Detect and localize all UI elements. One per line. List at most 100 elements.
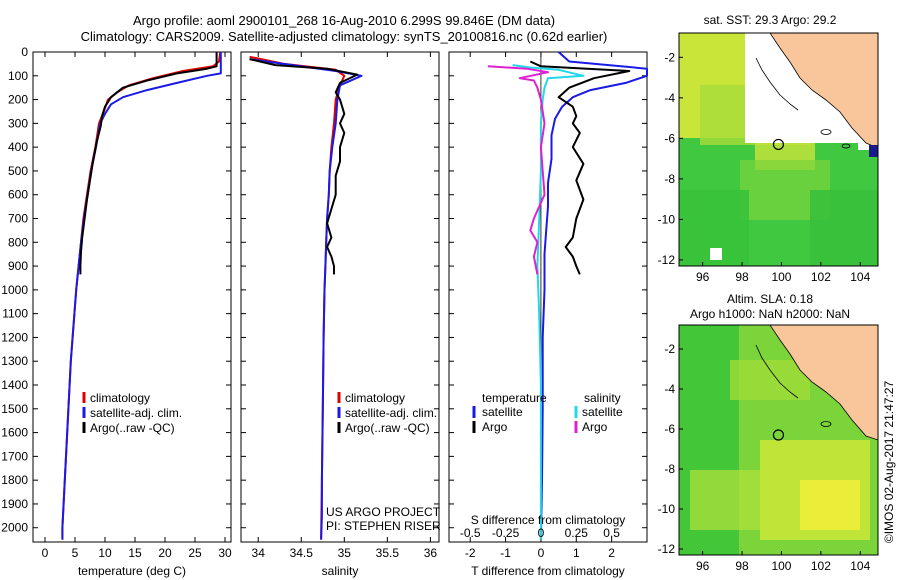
depth-tick-label: 600 [8,188,28,202]
map-y-tick-label: -4 [664,91,675,105]
series-line [487,65,549,275]
float-position-marker [772,429,785,441]
x-tick-label: 0 [42,546,49,560]
header-line1: Argo profile: aoml 2900101_268 16-Aug-20… [133,13,555,28]
s-diff-ticks: -0.5 -0.25 0 0.25 0.5 [460,526,620,540]
credit-pi: PI: STEPHEN RISER [326,519,441,533]
depth-tick-label: 700 [8,212,28,226]
series-line [61,51,222,540]
legend-label-satellite: satellite-adj. clim. [345,406,437,420]
depth-tick-label: 100 [8,69,28,83]
depth-tick-label: 400 [8,140,28,154]
x-tick-label: 1 [573,546,580,560]
legend-label-s-argo: Argo [582,420,608,434]
depth-tick-label: 1500 [1,402,28,416]
map-x-tick-label: 102 [811,270,831,284]
depth-tick-label: 1900 [1,497,28,511]
legend-label-argo: Argo(..raw -QC) [90,421,175,435]
credit-project: US ARGO PROJECT [326,505,441,519]
map-y-tick-label: -12 [658,542,676,556]
series-line [249,58,359,275]
s-diff-tick-label: -0.25 [492,526,520,540]
series-layer [61,51,648,540]
map-y-tick-label: -10 [658,502,676,516]
difference-panel-frame [448,51,648,543]
x-tick-label: 25 [188,546,202,560]
temperature-panel-frame [32,51,232,543]
s-diff-axis-label: S difference from climatology [471,513,626,527]
map-x-tick-label: 102 [811,559,831,573]
x-tick-label: 20 [158,546,172,560]
x-tick-label: 35 [338,546,352,560]
s-diff-tick-label: 0.25 [565,526,589,540]
map-bottom-title2: Argo h1000: NaN h2000: NaN [690,307,850,321]
depth-tick-label: 900 [8,259,28,273]
map-x-tick-label: 100 [771,559,791,573]
depth-tick-label: 0 [21,45,28,59]
legend-label-satellite: satellite-adj. clim. [90,406,182,420]
float-position-marker [772,138,785,151]
series-line [539,51,648,540]
map-y-tick-label: -8 [664,462,675,476]
s-diff-tick-label: -0.5 [460,526,481,540]
x-axis-label: salinity [322,564,359,578]
series-line [79,52,218,275]
map-x-tick-label: 96 [696,270,710,284]
legend-head-salinity: salinity [584,391,621,405]
legend-label-t-satellite: satellite [482,405,523,419]
legend-label-t-argo: Argo [482,420,508,434]
map-top-land [769,33,878,149]
depth-tick-label: 1100 [2,307,28,321]
series-line [529,60,631,275]
map-y-tick-label: -4 [664,382,675,396]
map-y-tick-label: -2 [664,342,675,356]
x-tick-label: 35.5 [376,546,400,560]
map-y-tick-label: -10 [658,212,676,226]
map-x-tick-label: 96 [696,559,710,573]
map-y-tick-label: -6 [664,422,675,436]
header-line2: Climatology: CARS2009. Satellite-adjuste… [81,29,608,44]
temperature-legend: climatology satellite-adj. clim. Argo(..… [82,391,182,435]
depth-tick-label: 1400 [1,378,28,392]
depth-tick-label: 1600 [1,426,28,440]
legend-label-climatology: climatology [90,391,150,405]
x-tick-label: -1 [500,546,511,560]
legend-label-s-satellite: satellite [582,405,623,419]
depth-axis: 0 100 200 300 400 500 600 700 800 900 1000 1100 1200… [1,45,647,535]
x-tick-label: 36 [424,546,438,560]
map-x-tick-label: 98 [735,559,749,573]
x-tick-label: -2 [465,546,476,560]
timestamp-stamp: ©IMOS 02-Aug-2017 21:47:27 [882,381,896,544]
map-bottom [678,324,879,556]
x-axis-label: temperature (deg C) [78,564,186,578]
depth-tick-label: 1700 [1,449,28,463]
map-x-tick-label: 104 [850,270,870,284]
map-y-tick-label: -12 [658,253,676,267]
depth-tick-label: 1300 [1,354,28,368]
x-tick-label: 15 [128,546,142,560]
map-y-tick-label: -8 [664,172,675,186]
map-y-tick-label: -6 [664,131,675,145]
salinity-legend: climatology satellite-adj. clim. Argo(..… [337,391,437,435]
x-tick-label: 10 [98,546,112,560]
x-tick-label: 30 [218,546,232,560]
map-top-title: sat. SST: 29.3 Argo: 29.2 [704,13,837,27]
depth-tick-label: 1800 [1,473,28,487]
map-x-tick-label: 104 [850,559,870,573]
legend-label-argo: Argo(..raw -QC) [345,421,430,435]
legend-head-temperature: temperature [482,391,547,405]
map-top [678,32,879,267]
depth-tick-label: 500 [8,164,28,178]
depth-tick-label: 2000 [1,521,28,535]
map-x-tick-label: 100 [771,270,791,284]
legend-label-climatology: climatology [345,391,405,405]
map-bottom-title1: Altim. SLA: 0.18 [727,292,813,306]
depth-tick-label: 200 [8,93,28,107]
s-diff-tick-label: 0 [538,526,545,540]
depth-tick-label: 800 [8,235,28,249]
depth-tick-label: 1200 [1,330,28,344]
x-tick-label: 34.5 [290,546,314,560]
difference-legend: temperature salinity satellite Argo sate… [472,391,623,434]
